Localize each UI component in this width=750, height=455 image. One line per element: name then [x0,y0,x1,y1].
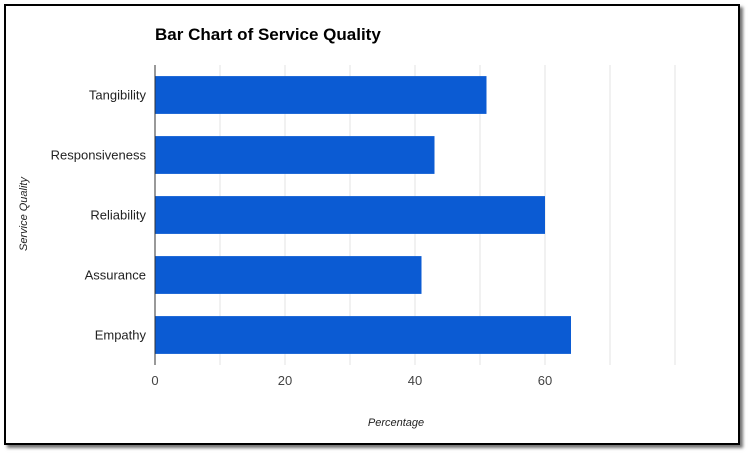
bars [155,76,571,354]
tick-labels: 0 20 40 60 [151,373,552,388]
category-labels: Tangibility Responsiveness Reliability Assu… [51,88,147,343]
x-tick-label: 60 [538,373,552,388]
x-axis-title: Percentage [368,417,424,429]
category-label-empathy: Empathy [95,328,147,343]
category-label-assurance: Assurance [85,268,146,283]
category-label-tangibility: Tangibility [89,88,147,103]
x-tick-label: 20 [278,373,292,388]
chart-title: Bar Chart of Service Quality [155,25,381,44]
bar-tangibility [155,76,487,114]
bar-assurance [155,256,422,294]
category-label-responsiveness: Responsiveness [51,148,147,163]
bar-responsiveness [155,136,435,174]
x-tick-label: 40 [408,373,422,388]
category-label-reliability: Reliability [90,208,146,223]
y-axis-title: Service Quality [18,176,30,251]
bar-empathy [155,316,571,354]
bar-reliability [155,196,545,234]
x-tick-label: 0 [151,373,158,388]
